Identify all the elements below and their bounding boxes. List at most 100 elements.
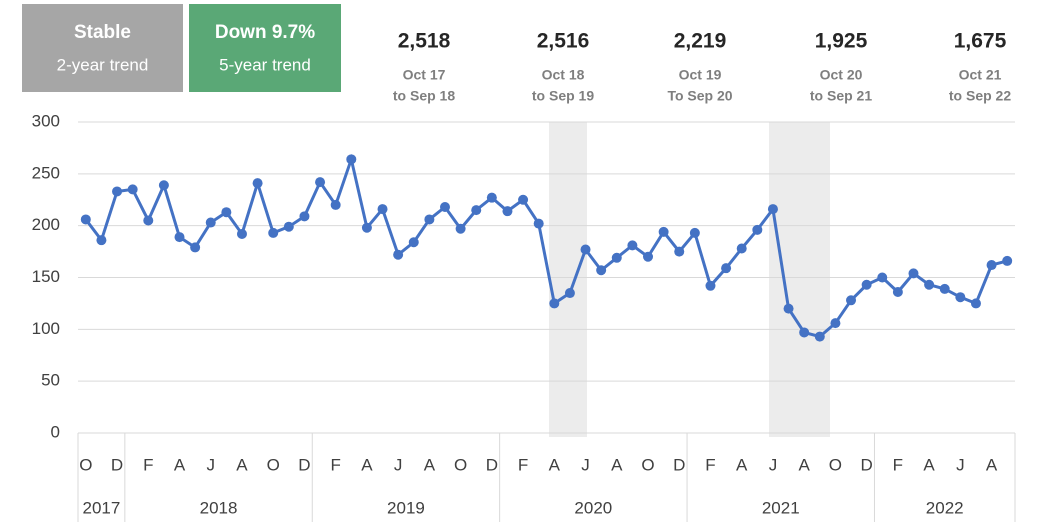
point bbox=[127, 184, 138, 195]
point bbox=[658, 226, 669, 237]
point bbox=[455, 223, 466, 234]
period-label: to Sep 22 bbox=[949, 88, 1011, 104]
point bbox=[611, 252, 622, 263]
x-tick-label: O bbox=[829, 455, 842, 474]
point bbox=[549, 298, 560, 309]
x-tick-label: O bbox=[79, 455, 92, 474]
x-tick-label: F bbox=[893, 455, 903, 474]
x-tick-label: A bbox=[174, 455, 186, 474]
period-label: Oct 19 bbox=[679, 67, 722, 83]
point bbox=[502, 206, 513, 217]
year-label: 2019 bbox=[387, 498, 425, 517]
point bbox=[346, 154, 357, 165]
period-label: Oct 17 bbox=[403, 67, 446, 83]
period-total: 1,675 bbox=[954, 30, 1007, 53]
point bbox=[736, 243, 747, 254]
x-tick-label: O bbox=[454, 455, 467, 474]
point bbox=[518, 194, 529, 205]
point bbox=[1002, 255, 1013, 266]
x-tick-label: A bbox=[236, 455, 248, 474]
x-tick-label: A bbox=[361, 455, 373, 474]
y-tick-label: 200 bbox=[32, 215, 60, 234]
point bbox=[486, 192, 497, 203]
period-label: To Sep 20 bbox=[667, 88, 732, 104]
trend-label: Down 9.7% bbox=[215, 22, 315, 43]
point bbox=[955, 292, 966, 303]
x-tick-label: F bbox=[705, 455, 715, 474]
y-tick-label: 150 bbox=[32, 267, 60, 286]
point bbox=[315, 177, 326, 188]
point bbox=[846, 295, 857, 306]
point bbox=[892, 287, 903, 298]
point bbox=[908, 268, 919, 279]
point bbox=[80, 214, 91, 225]
trend-caption: 2-year trend bbox=[57, 55, 149, 74]
year-label: 2020 bbox=[574, 498, 612, 517]
trend-card bbox=[22, 4, 183, 92]
trend-caption: 5-year trend bbox=[219, 55, 311, 74]
trend-card bbox=[189, 4, 341, 92]
period-total: 2,518 bbox=[398, 30, 451, 53]
x-tick-label: A bbox=[986, 455, 998, 474]
point bbox=[861, 279, 872, 290]
x-tick-label: A bbox=[736, 455, 748, 474]
point bbox=[689, 227, 700, 238]
point bbox=[877, 272, 888, 283]
line bbox=[84, 153, 1008, 339]
x-tick-label: O bbox=[267, 455, 280, 474]
point bbox=[830, 318, 841, 329]
point bbox=[986, 260, 997, 271]
point bbox=[143, 215, 154, 226]
point bbox=[643, 251, 654, 262]
period-label: to Sep 21 bbox=[810, 88, 872, 104]
period-total: 2,516 bbox=[537, 30, 590, 53]
point bbox=[299, 211, 310, 222]
point bbox=[252, 178, 263, 189]
x-tick-label: J bbox=[206, 455, 215, 474]
x-tick-label: J bbox=[956, 455, 965, 474]
period-label: Oct 21 bbox=[959, 67, 1002, 83]
x-tick-label: A bbox=[611, 455, 623, 474]
point bbox=[361, 222, 372, 233]
x-tick-label: D bbox=[861, 455, 873, 474]
point bbox=[814, 331, 825, 342]
x-tick-label: F bbox=[518, 455, 528, 474]
year-label: 2017 bbox=[83, 498, 121, 517]
point bbox=[330, 199, 341, 210]
point bbox=[96, 235, 107, 246]
point bbox=[767, 204, 778, 215]
point bbox=[596, 265, 607, 276]
point bbox=[408, 237, 419, 248]
point bbox=[752, 224, 763, 235]
period-label: to Sep 19 bbox=[532, 88, 594, 104]
point bbox=[799, 327, 810, 338]
x-tick-label: D bbox=[298, 455, 310, 474]
point bbox=[236, 228, 247, 239]
year-label: 2018 bbox=[200, 498, 238, 517]
x-tick-label: J bbox=[394, 455, 403, 474]
point bbox=[205, 217, 216, 228]
period-total: 2,219 bbox=[674, 30, 727, 53]
year-label: 2022 bbox=[926, 498, 964, 517]
y-tick-label: 0 bbox=[51, 422, 60, 441]
y-tick-label: 50 bbox=[41, 371, 60, 390]
point bbox=[721, 263, 732, 274]
x-tick-label: A bbox=[799, 455, 811, 474]
period-total: 1,925 bbox=[815, 30, 868, 53]
x-tick-label: A bbox=[424, 455, 436, 474]
x-tick-label: J bbox=[581, 455, 590, 474]
point bbox=[705, 280, 716, 291]
point bbox=[221, 207, 232, 218]
point bbox=[533, 218, 544, 229]
shaded-period bbox=[769, 122, 830, 437]
point bbox=[268, 227, 279, 238]
point bbox=[783, 303, 794, 314]
point bbox=[393, 249, 404, 260]
x-tick-label: A bbox=[923, 455, 935, 474]
point bbox=[377, 204, 388, 215]
period-label: Oct 18 bbox=[542, 67, 585, 83]
x-tick-label: O bbox=[641, 455, 654, 474]
period-label: to Sep 18 bbox=[393, 88, 455, 104]
point bbox=[564, 288, 575, 299]
trend-label: Stable bbox=[74, 22, 131, 43]
